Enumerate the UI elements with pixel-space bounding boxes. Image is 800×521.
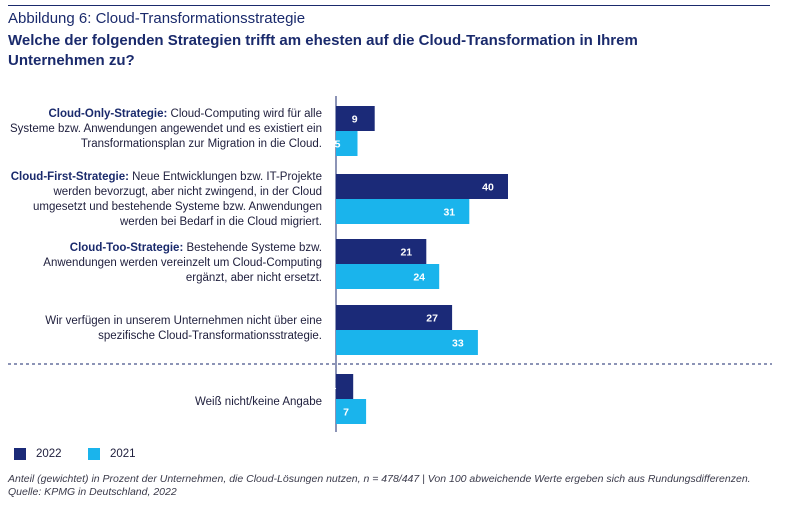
category-label-bold: Cloud-Only-Strategie: [48,108,168,120]
bar-value-label-2021-2: 31 [443,207,455,219]
bar-2021-4 [336,330,478,355]
bar-2022-5 [336,374,354,399]
category-label-text: Wir verfügen in unserem Unternehmen nich… [45,315,322,342]
bar-value-label-2022-5: 4 [330,382,336,394]
bar-value-label-2022-3: 21 [400,247,412,259]
legend-item-2022: 2022 [14,448,62,460]
legend-label-2021: 2021 [110,448,136,460]
bar-value-label-2022-4: 27 [426,313,438,325]
legend-item-2021: 2021 [88,448,136,460]
bar-value-label-2021-1: 5 [335,139,341,151]
footer-source: Quelle: KPMG in Deutschland, 2022 [8,486,177,498]
bar-value-label-2022-1: 9 [352,114,358,126]
figure-label: Abbildung 6: Cloud-Transformationsstrate… [8,10,306,27]
bar-2022-4 [336,305,453,330]
bar-value-label-2021-3: 24 [413,272,425,284]
legend-swatch-2021 [88,448,100,460]
category-label-bold: Cloud-First-Strategie: [10,171,129,183]
bar-value-label-2021-4: 33 [452,338,464,350]
bar-value-label-2022-2: 40 [482,182,494,194]
category-label-no-strategy: Wir verfügen in unserem Unternehmen nich… [2,314,322,344]
legend-label-2022: 2022 [36,448,62,460]
footer-note: Anteil (gewichtet) in Prozent der Untern… [8,473,751,485]
category-label-text: Neue Entwicklungen bzw. IT-Projekte werd… [33,171,322,228]
category-label-text: Weiß nicht/keine Angabe [194,396,322,408]
chart-question: Welche der folgenden Strategien trifft a… [8,32,638,69]
category-label-cloud-too: Cloud-Too-Strategie: Bestehende Systeme … [2,241,322,286]
bar-2021-3 [336,264,440,289]
bar-2021-5 [336,399,367,424]
bar-2022-1 [336,106,375,131]
category-label-text: Cloud-Computing wird für alle Systeme bz… [10,108,322,150]
category-label-bold: Cloud-Too-Strategie: [69,242,184,254]
legend-swatch-2022 [14,448,26,460]
footer: Anteil (gewichtet) in Prozent der Untern… [8,473,778,499]
bar-2022-3 [336,239,427,264]
bar-2021-2 [336,199,470,224]
top-rule [8,5,770,6]
category-label-cloud-first: Cloud-First-Strategie: Neue Entwicklunge… [2,170,322,230]
category-label-text: Bestehende Systeme bzw. Anwendungen werd… [43,242,322,284]
category-label-cloud-only: Cloud-Only-Strategie: Cloud-Computing wi… [2,107,322,152]
bar-value-label-2021-5: 7 [343,407,349,419]
bar-2021-1 [336,131,358,156]
category-label-unknown: Weiß nicht/keine Angabe [2,395,322,410]
bar-2022-2 [336,174,508,199]
